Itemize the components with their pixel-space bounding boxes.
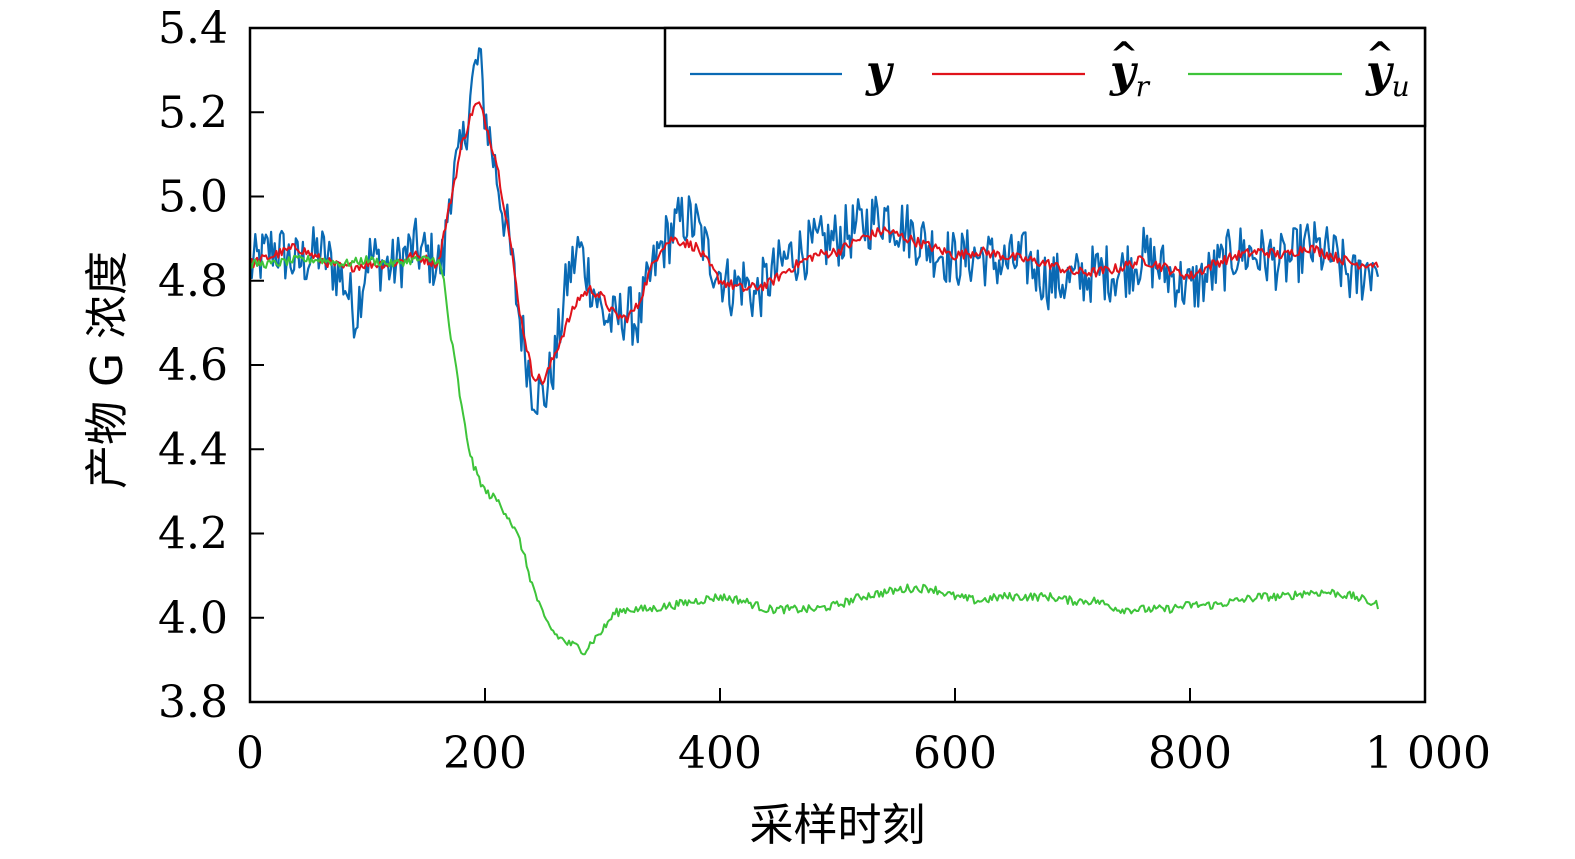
legend: y yr^ yu^: [663, 26, 1427, 128]
legend-box: [663, 26, 1427, 128]
y-tick-label: 5.2: [158, 87, 228, 138]
legend-label-2: yu: [1365, 46, 1410, 103]
legend-hat-2: ^: [1366, 35, 1395, 75]
y-tick-label: 4.2: [158, 509, 228, 560]
x-tick-label: 600: [913, 728, 997, 779]
legend-label-0: y: [865, 46, 895, 97]
y-axis-ticks: 3.8 4.0 4.2 4.4 4.6 4.8 5.0 5.2 5.4: [158, 3, 264, 728]
legend-label-1: yr: [1109, 46, 1151, 103]
legend-hat-1: ^: [1110, 35, 1139, 75]
y-tick-label: 4.6: [158, 340, 228, 391]
y-tick-label: 4.4: [158, 424, 228, 475]
y-tick-label: 3.8: [158, 677, 228, 728]
y-axis-title: 产物 G 浓度: [82, 251, 133, 489]
x-tick-label: 400: [678, 728, 762, 779]
series-line-2: [249, 254, 1379, 656]
y-tick-label: 4.8: [158, 256, 228, 307]
x-axis-ticks: 0 200 400 600 800 1 000: [236, 688, 1491, 779]
y-tick-label: 4.0: [158, 593, 228, 644]
x-tick-label: 800: [1148, 728, 1232, 779]
series-line-1: [249, 101, 1379, 385]
y-tick-label: 5.0: [158, 172, 228, 223]
series-layer: [248, 47, 1380, 656]
x-axis-title: 采样时刻: [750, 800, 926, 851]
y-tick-label: 5.4: [158, 3, 228, 54]
x-tick-label: 200: [443, 728, 527, 779]
x-tick-label: 1 000: [1365, 728, 1491, 779]
x-tick-label: 0: [236, 728, 264, 779]
